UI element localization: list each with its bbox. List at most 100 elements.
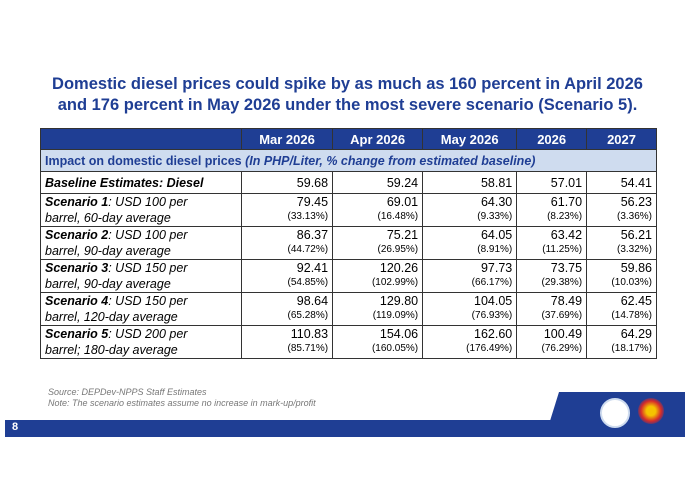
cell-value: 56.21 (3.32%) bbox=[586, 226, 657, 260]
percent-change: (3.32%) bbox=[616, 244, 652, 255]
page-number: 8 bbox=[12, 421, 19, 433]
price-value: 75.21 bbox=[386, 228, 419, 242]
scenario-row: Scenario 1: USD 100 per barrel, 60-day av… bbox=[40, 193, 657, 227]
cell-value: 110.83 (85.71%) bbox=[240, 325, 334, 359]
header-row: Mar 2026 Apr 2026 May 2026 2026 2027 bbox=[40, 128, 657, 150]
cell-value: 59.86 (10.03%) bbox=[586, 259, 657, 293]
diesel-price-table: Mar 2026 Apr 2026 May 2026 2026 2027 Imp… bbox=[40, 128, 657, 359]
scenario-row: Scenario 2: USD 100 per barrel, 90-day av… bbox=[40, 226, 657, 260]
scenario-desc: : USD 100 per bbox=[108, 228, 188, 242]
percent-change: (37.69%) bbox=[541, 310, 583, 321]
col-header: May 2026 bbox=[422, 128, 518, 150]
scenario-desc: barrel; 180-day average bbox=[45, 343, 178, 357]
col-header: 2026 bbox=[516, 128, 588, 150]
subheader-row: Impact on domestic diesel prices (In PHP… bbox=[40, 149, 657, 172]
scenario-desc: barrel, 90-day average bbox=[45, 277, 171, 291]
cell-value: 104.05 (76.93%) bbox=[422, 292, 518, 326]
percent-change: (54.85%) bbox=[287, 277, 329, 288]
cell-value: 69.01 (16.48%) bbox=[332, 193, 424, 227]
price-value: 79.45 bbox=[296, 195, 329, 209]
footnotes: Source: DEPDev-NPPS Staff Estimates Note… bbox=[48, 387, 316, 409]
price-value: 73.75 bbox=[550, 261, 583, 275]
cell-value: 154.06 (160.05%) bbox=[332, 325, 424, 359]
cell-value: 97.73 (66.17%) bbox=[422, 259, 518, 293]
percent-change: (176.49%) bbox=[466, 343, 513, 354]
col-header: Mar 2026 bbox=[240, 128, 334, 150]
price-value: 63.42 bbox=[550, 228, 583, 242]
cell-value: 64.30 (9.33%) bbox=[422, 193, 518, 227]
percent-change: (29.38%) bbox=[541, 277, 583, 288]
cell-value: 162.60 (176.49%) bbox=[422, 325, 518, 359]
scenario-desc: barrel, 90-day average bbox=[45, 244, 171, 258]
subheader-text: Impact on domestic diesel prices bbox=[45, 153, 246, 168]
price-value: 64.29 bbox=[620, 327, 652, 341]
scenario-name: Scenario 3 bbox=[45, 261, 109, 275]
price-value: 59.86 bbox=[620, 261, 652, 275]
scenario-name: Scenario 2 bbox=[45, 228, 109, 242]
cell-value: 79.45 (33.13%) bbox=[240, 193, 334, 227]
price-value: 100.49 bbox=[543, 327, 583, 341]
percent-change: (66.17%) bbox=[471, 277, 513, 288]
cell-value: 63.42 (11.25%) bbox=[516, 226, 588, 260]
price-value: 110.83 bbox=[290, 327, 329, 341]
cell-value: 56.23 (3.36%) bbox=[586, 193, 657, 227]
row-label: Scenario 4: USD 150 per barrel, 120-day a… bbox=[40, 292, 242, 326]
cell-value: 58.81 bbox=[422, 171, 518, 194]
baseline-row: Baseline Estimates: Diesel 59.68 59.24 5… bbox=[40, 171, 657, 194]
scenario-desc: : USD 150 per bbox=[108, 294, 188, 308]
percent-change: (8.23%) bbox=[547, 211, 583, 222]
scenario-name: Scenario 4 bbox=[45, 294, 109, 308]
scenario-desc: : USD 200 per bbox=[108, 327, 188, 341]
price-value: 62.45 bbox=[620, 294, 652, 308]
cell-value: 73.75 (29.38%) bbox=[516, 259, 588, 293]
percent-change: (119.09%) bbox=[372, 310, 419, 321]
price-value: 56.21 bbox=[620, 228, 652, 242]
price-value: 98.64 bbox=[296, 294, 329, 308]
percent-change: (3.36%) bbox=[616, 211, 652, 222]
percent-change: (14.78%) bbox=[611, 310, 652, 321]
percent-change: (18.17%) bbox=[611, 343, 652, 354]
percent-change: (16.48%) bbox=[377, 211, 419, 222]
percent-change: (160.05%) bbox=[371, 343, 419, 354]
cell-value: 92.41 (54.85%) bbox=[240, 259, 334, 293]
scenario-desc: barrel, 60-day average bbox=[45, 211, 171, 225]
cell-value: 100.49 (76.29%) bbox=[516, 325, 588, 359]
percent-change: (33.13%) bbox=[287, 211, 329, 222]
cell-value: 64.05 (8.91%) bbox=[422, 226, 518, 260]
percent-change: (85.71%) bbox=[287, 343, 329, 354]
price-value: 64.30 bbox=[480, 195, 513, 209]
percent-change: (76.29%) bbox=[541, 343, 583, 354]
price-value: 56.23 bbox=[620, 195, 652, 209]
cell-value: 62.45 (14.78%) bbox=[586, 292, 657, 326]
price-value: 154.06 bbox=[379, 327, 419, 341]
cell-value: 78.49 (37.69%) bbox=[516, 292, 588, 326]
row-label: Scenario 2: USD 100 per barrel, 90-day av… bbox=[40, 226, 242, 260]
cell-value: 120.26 (102.99%) bbox=[332, 259, 424, 293]
price-value: 69.01 bbox=[386, 195, 419, 209]
row-label: Scenario 1: USD 100 per barrel, 60-day av… bbox=[40, 193, 242, 227]
price-value: 162.60 bbox=[474, 327, 513, 341]
percent-change: (44.72%) bbox=[287, 244, 329, 255]
cell-value: 61.70 (8.23%) bbox=[516, 193, 588, 227]
percent-change: (102.99%) bbox=[371, 277, 419, 288]
price-value: 97.73 bbox=[480, 261, 513, 275]
source-note: Source: DEPDev-NPPS Staff Estimates bbox=[48, 387, 207, 397]
cell-value: 75.21 (26.95%) bbox=[332, 226, 424, 260]
scenario-desc: barrel, 120-day average bbox=[45, 310, 178, 324]
bagong-pilipinas-logo-icon bbox=[638, 398, 664, 424]
assumption-note: Note: The scenario estimates assume no i… bbox=[48, 398, 316, 408]
footer-band bbox=[5, 420, 685, 437]
cell-value: 57.01 bbox=[516, 171, 588, 194]
percent-change: (9.33%) bbox=[477, 211, 513, 222]
agency-seal-icon bbox=[600, 398, 630, 428]
scenario-row: Scenario 4: USD 150 per barrel, 120-day a… bbox=[40, 292, 657, 326]
cell-value: 64.29 (18.17%) bbox=[586, 325, 657, 359]
scenario-desc: : USD 100 per bbox=[108, 195, 188, 209]
cell-value: 59.68 bbox=[240, 171, 334, 194]
row-label: Scenario 3: USD 150 per barrel, 90-day av… bbox=[40, 259, 242, 293]
scenario-name: Scenario 1 bbox=[45, 195, 109, 209]
percent-change: (65.28%) bbox=[287, 310, 329, 321]
scenario-row: Scenario 5: USD 200 per barrel; 180-day a… bbox=[40, 325, 657, 359]
price-value: 64.05 bbox=[480, 228, 513, 242]
scenario-desc: : USD 150 per bbox=[108, 261, 188, 275]
